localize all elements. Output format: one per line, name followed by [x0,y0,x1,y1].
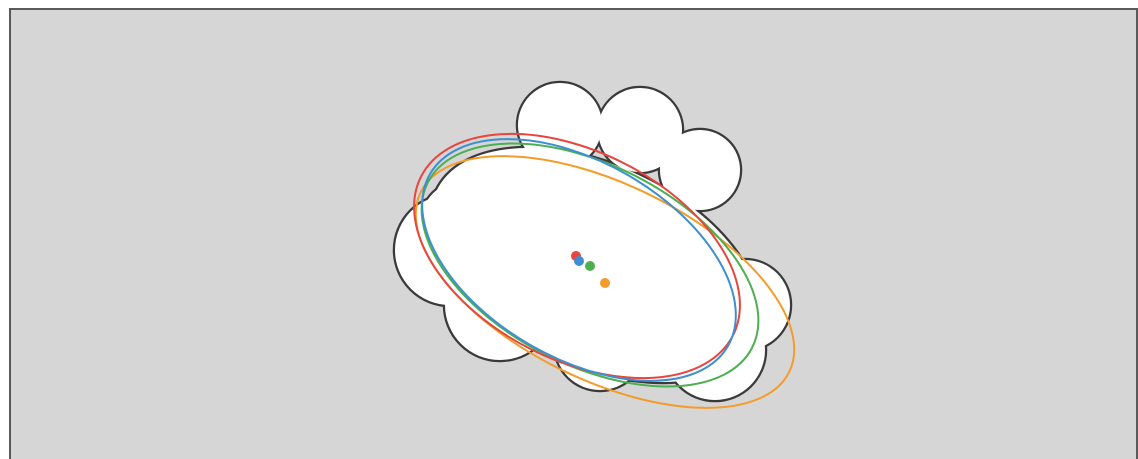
center-point-blue [574,256,584,266]
center-point-orange [600,278,610,288]
ellipse-orange [414,155,796,409]
cloud-blob-fill [395,83,790,400]
ellipse-blue [421,138,737,382]
center-point-green [585,261,595,271]
ellipse-green [420,142,760,388]
